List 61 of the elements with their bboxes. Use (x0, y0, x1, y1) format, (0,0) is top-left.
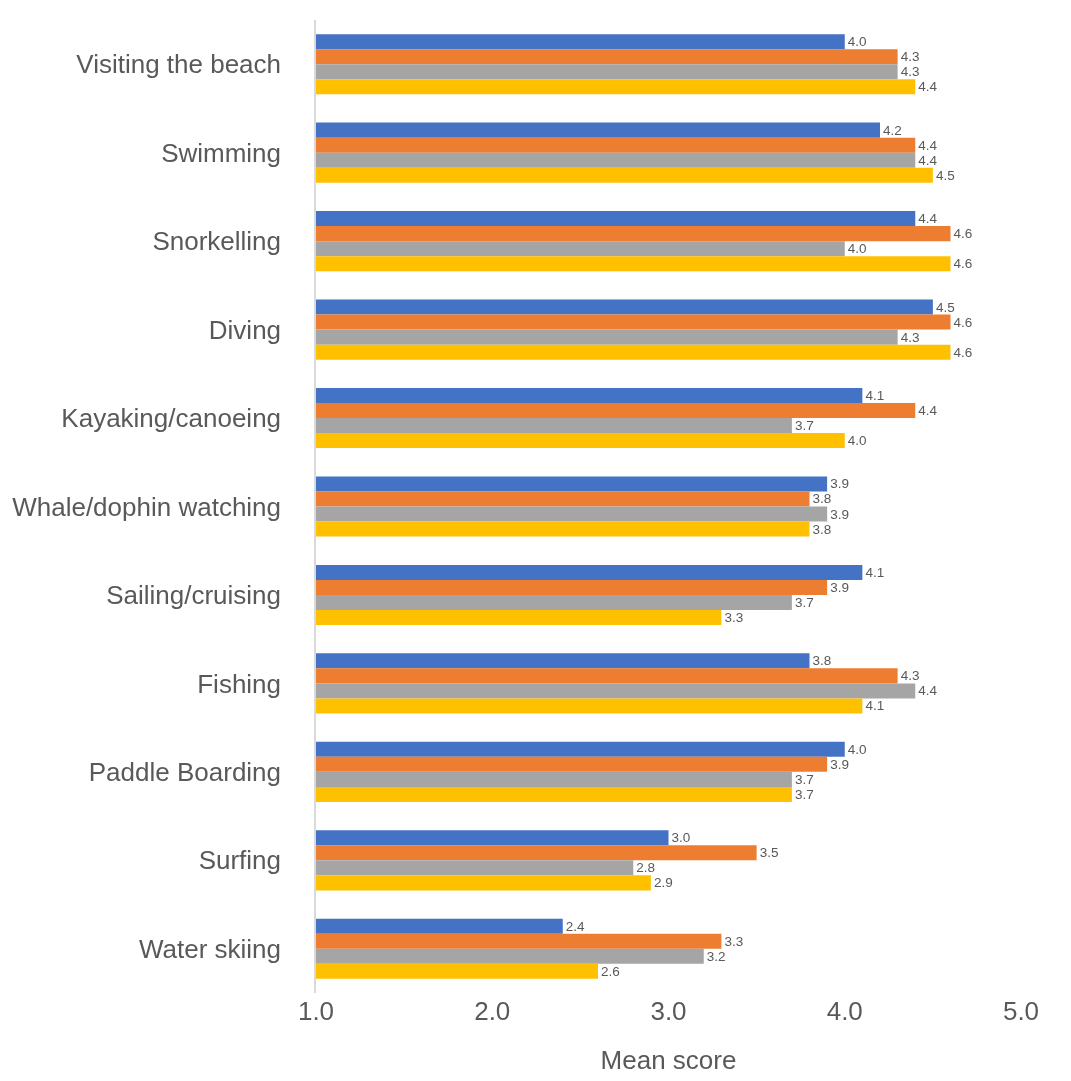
data-label: 4.1 (865, 698, 885, 714)
x-tick-label: 4.0 (826, 996, 863, 1026)
data-label: 4.1 (865, 388, 885, 403)
data-label: 3.7 (794, 418, 814, 434)
data-label: 3.8 (812, 521, 832, 537)
data-label: 3.9 (830, 506, 849, 522)
data-label: 3.2 (706, 948, 726, 964)
x-axis-title: Mean score (600, 1044, 737, 1075)
data-label: 4.0 (847, 741, 867, 757)
y-tick-label: Sailing/cruising (106, 580, 282, 611)
data-label: 4.6 (953, 226, 973, 242)
data-label: 2.4 (565, 918, 586, 934)
data-label: 4.3 (900, 64, 920, 80)
data-label: 4.6 (953, 256, 973, 272)
data-label: 4.6 (953, 314, 973, 330)
data-label: 3.0 (671, 830, 691, 846)
data-label: 3.3 (724, 933, 744, 949)
y-tick-label: Fishing (197, 668, 282, 699)
data-label: 4.4 (918, 211, 938, 227)
data-label: 3.9 (830, 756, 849, 772)
data-label: 4.4 (918, 137, 938, 153)
data-label: 2.8 (636, 860, 656, 876)
y-tick-label: Water skiing (138, 933, 282, 964)
data-label: 4.3 (900, 329, 920, 345)
data-label: 3.7 (794, 771, 814, 787)
x-tick-label: 3.0 (650, 996, 687, 1026)
data-label: 4.6 (953, 344, 973, 360)
data-label: 4.0 (847, 433, 867, 449)
data-label: 4.3 (900, 668, 920, 684)
y-tick-label: Whale/dophin watching (12, 491, 282, 522)
y-tick-label: Paddle Boarding (88, 756, 282, 787)
y-tick-label: Swimming (161, 137, 282, 168)
data-label: 3.5 (759, 845, 779, 861)
data-label: 4.5 (935, 299, 955, 315)
y-tick-label: Surfing (198, 845, 282, 876)
data-label: 4.4 (918, 79, 938, 95)
y-tick-label: Snorkelling (152, 226, 282, 257)
data-label: 3.8 (812, 491, 832, 507)
data-label: 2.9 (653, 875, 673, 891)
data-label: 4.1 (865, 564, 885, 580)
x-tick-label: 1.0 (297, 996, 335, 1026)
data-label: 2.6 (601, 963, 620, 979)
y-tick-label: Diving (208, 314, 282, 345)
data-label: 4.4 (918, 403, 938, 419)
data-label: 4.2 (883, 122, 902, 138)
data-label: 3.9 (830, 476, 849, 492)
x-tick-label: 5.0 (1002, 996, 1040, 1026)
data-label: 3.7 (794, 786, 814, 802)
data-label: 4.4 (918, 683, 938, 699)
data-label: 3.3 (724, 610, 744, 626)
data-label: 4.5 (935, 167, 955, 183)
data-label: 3.8 (812, 653, 832, 669)
data-label: 4.0 (847, 34, 867, 50)
data-label: 4.0 (847, 241, 867, 257)
data-label: 3.7 (794, 594, 814, 610)
y-tick-label: Kayaking/canoeing (61, 403, 282, 434)
y-tick-label: Visiting the beach (76, 49, 282, 80)
data-label: 4.4 (918, 152, 938, 168)
x-tick-label: 2.0 (474, 996, 511, 1026)
data-label: 3.9 (830, 579, 849, 595)
data-label: 4.3 (900, 49, 920, 65)
